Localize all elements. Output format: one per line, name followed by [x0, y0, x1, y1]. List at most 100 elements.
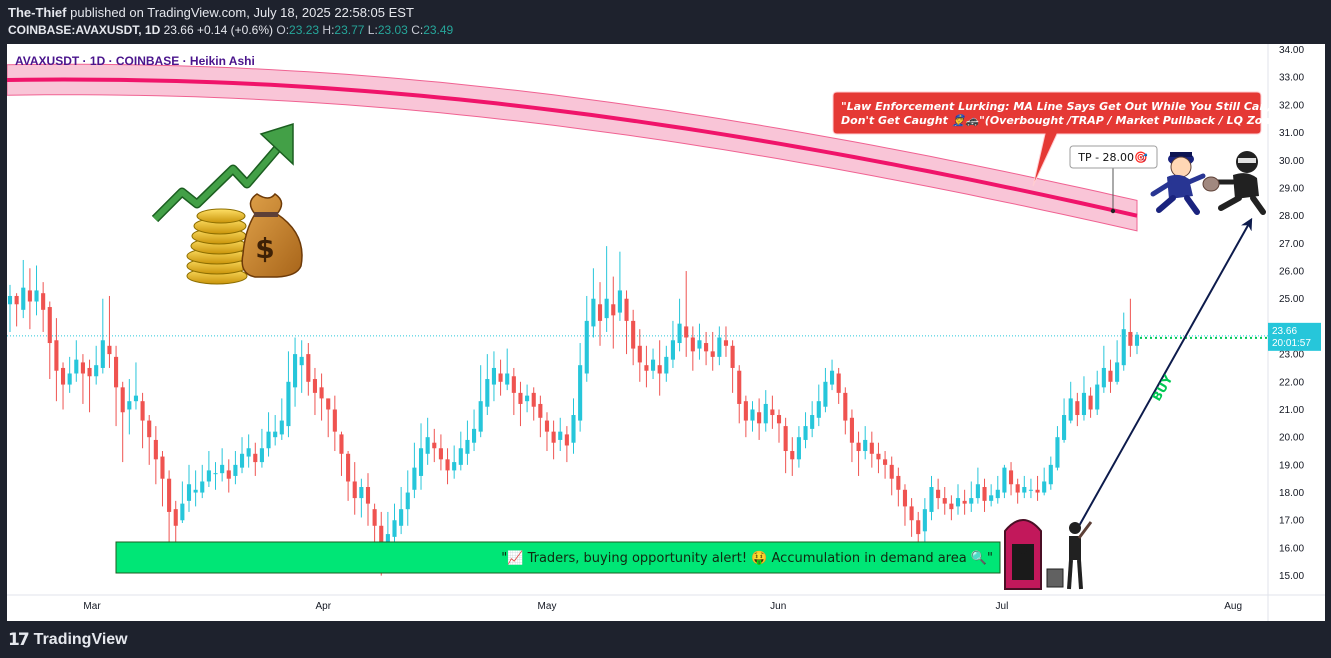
candle-body[interactable]: [213, 473, 218, 475]
candle-body[interactable]: [306, 354, 311, 382]
candle-body[interactable]: [299, 356, 304, 366]
current-price-tag[interactable]: 23.66 20:01:57: [1268, 322, 1321, 351]
candle-body[interactable]: [160, 456, 165, 479]
candle-body[interactable]: [34, 290, 39, 302]
candle-body[interactable]: [286, 381, 291, 427]
candle-body[interactable]: [365, 487, 371, 504]
candle-body[interactable]: [1101, 367, 1106, 388]
candle-body[interactable]: [902, 489, 908, 507]
candle-body[interactable]: [74, 359, 79, 374]
candle-body[interactable]: [803, 426, 808, 440]
candle-body[interactable]: [843, 392, 848, 421]
candle-body[interactable]: [1128, 331, 1133, 346]
candle-body[interactable]: [796, 437, 801, 460]
candle-body[interactable]: [1035, 489, 1040, 493]
candle-body[interactable]: [863, 439, 868, 452]
candle-body[interactable]: [942, 498, 947, 504]
candle-body[interactable]: [339, 434, 344, 454]
candle-body[interactable]: [909, 506, 914, 521]
candle-body[interactable]: [14, 295, 19, 305]
candle-body[interactable]: [584, 320, 589, 374]
candle-body[interactable]: [293, 354, 298, 388]
candle-body[interactable]: [405, 492, 410, 510]
candle-body[interactable]: [319, 387, 324, 399]
candle-body[interactable]: [167, 478, 172, 512]
candle-body[interactable]: [737, 370, 742, 404]
candle-body[interactable]: [836, 373, 841, 393]
candle-body[interactable]: [485, 379, 490, 407]
candle-body[interactable]: [193, 489, 198, 493]
candle-body[interactable]: [472, 428, 477, 443]
candle-body[interactable]: [259, 448, 264, 463]
candle-body[interactable]: [631, 320, 636, 349]
candle-body[interactable]: [823, 381, 828, 407]
buy-arrow[interactable]: [1078, 217, 1253, 527]
candle-body[interactable]: [1121, 329, 1126, 366]
candle-body[interactable]: [1088, 395, 1093, 410]
candle-body[interactable]: [346, 453, 351, 482]
candle-body[interactable]: [412, 467, 417, 490]
candle-body[interactable]: [571, 415, 576, 443]
candle-body[interactable]: [896, 475, 901, 490]
candle-body[interactable]: [1134, 334, 1140, 346]
candle-body[interactable]: [87, 367, 92, 377]
candle-body[interactable]: [1108, 370, 1113, 382]
candle-body[interactable]: [922, 509, 927, 532]
candle-body[interactable]: [153, 439, 158, 460]
candle-body[interactable]: [147, 420, 152, 438]
candle-body[interactable]: [180, 503, 185, 521]
candle-body[interactable]: [120, 387, 125, 413]
candle-body[interactable]: [100, 340, 105, 368]
candle-body[interactable]: [226, 470, 231, 479]
candle-body[interactable]: [816, 401, 821, 418]
candle-body[interactable]: [312, 379, 318, 393]
ma-line[interactable]: [7, 77, 1138, 218]
candle-body[interactable]: [604, 298, 609, 319]
callout-box[interactable]: "Law Enforcement Lurking: MA Line Says G…: [832, 91, 1283, 187]
candle-body[interactable]: [379, 525, 384, 548]
candle-body[interactable]: [1048, 464, 1053, 485]
candle-body[interactable]: [936, 489, 941, 499]
candle-body[interactable]: [1042, 481, 1047, 493]
candle-body[interactable]: [916, 520, 921, 535]
author-name[interactable]: The-Thief: [8, 5, 67, 20]
candle-body[interactable]: [962, 500, 967, 504]
candle-body[interactable]: [750, 409, 755, 421]
candle-body[interactable]: [133, 395, 139, 402]
candle-body[interactable]: [624, 298, 629, 321]
candle-body[interactable]: [518, 392, 523, 404]
candle-body[interactable]: [7, 295, 13, 305]
candle-body[interactable]: [982, 487, 987, 501]
candle-body[interactable]: [710, 351, 715, 357]
candle-body[interactable]: [597, 304, 603, 321]
time-axis[interactable]: Mar Apr May Jun Jul Aug: [83, 601, 1242, 612]
demand-zone-banner[interactable]: [115, 541, 1001, 574]
candle-body[interactable]: [578, 365, 583, 421]
candle-body[interactable]: [849, 417, 854, 443]
candle-body[interactable]: [611, 304, 616, 316]
candle-body[interactable]: [697, 340, 702, 349]
candle-body[interactable]: [239, 453, 245, 468]
candle-body[interactable]: [140, 401, 145, 421]
candle-body[interactable]: [1022, 487, 1027, 493]
candle-body[interactable]: [876, 453, 881, 460]
candle-body[interactable]: [399, 509, 404, 526]
candle-body[interactable]: [670, 340, 675, 360]
candle-body[interactable]: [531, 392, 536, 407]
chart-legend[interactable]: AVAXUSDT · 1D · COINBASE · Heikin Ashi: [15, 54, 255, 68]
candle-body[interactable]: [458, 448, 463, 465]
candle-body[interactable]: [763, 403, 768, 424]
candle-body[interactable]: [1062, 415, 1067, 440]
candles[interactable]: [7, 246, 1140, 576]
candle-body[interactable]: [273, 431, 278, 438]
candle-body[interactable]: [730, 345, 735, 368]
candle-body[interactable]: [776, 415, 782, 424]
candle-body[interactable]: [743, 401, 748, 421]
candle-body[interactable]: [810, 415, 815, 429]
candle-body[interactable]: [107, 345, 112, 355]
candle-body[interactable]: [425, 437, 430, 454]
candle-body[interactable]: [47, 307, 52, 344]
candle-body[interactable]: [617, 290, 622, 313]
candle-body[interactable]: [279, 420, 284, 435]
candle-body[interactable]: [856, 442, 861, 452]
